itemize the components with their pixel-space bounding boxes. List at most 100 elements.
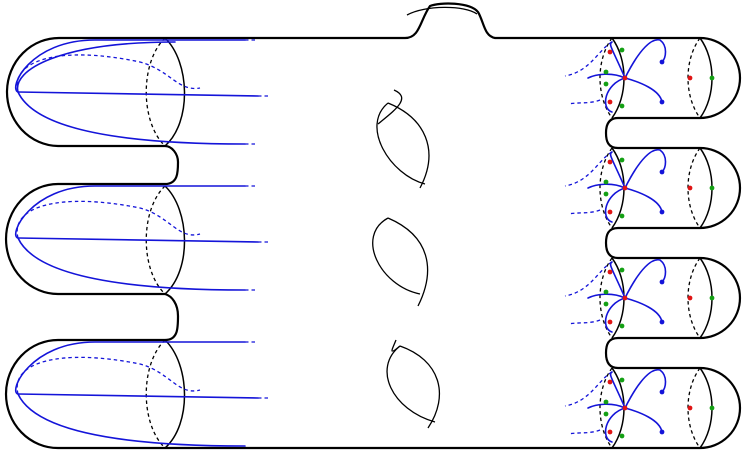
tube-marker: [659, 429, 665, 435]
tube-marker: [687, 405, 693, 411]
right-tube-2: [564, 147, 715, 229]
arm-seam-solid: [164, 339, 186, 449]
arm-curve-dashed: [245, 185, 268, 291]
arm-curve: [17, 393, 246, 447]
tube-marker: [659, 169, 665, 175]
arm-curve-dashed: [16, 200, 201, 239]
tube-curve-dashed: [564, 41, 613, 77]
arm-curve: [14, 39, 246, 93]
tube-curve-dashed: [564, 371, 613, 407]
handle-3: [386, 339, 441, 429]
tube-marker: [709, 295, 715, 301]
handle-arc: [372, 217, 421, 295]
tube-curve-dashed: [564, 261, 613, 297]
tube-marker: [619, 47, 625, 53]
tube-curve: [587, 73, 626, 79]
tube-curve: [624, 407, 663, 433]
tube-curve-dashed: [567, 99, 601, 105]
tube-marker: [659, 209, 665, 215]
right-tube-1: [564, 37, 715, 119]
right-tubes: [564, 37, 715, 449]
tube-marker: [687, 75, 693, 81]
tube-marker: [603, 179, 609, 185]
arm-curve: [14, 341, 246, 395]
tube-curve: [624, 259, 667, 299]
handle-1: [376, 89, 430, 189]
tube-marker: [607, 49, 613, 55]
tube-curve-dashed: [567, 429, 601, 435]
tube-marker: [709, 185, 715, 191]
arm-curve-dashed: [245, 341, 268, 399]
tube-marker: [607, 429, 613, 435]
tube-marker: [607, 99, 613, 105]
tube-marker: [619, 157, 625, 163]
tube-marker: [659, 59, 665, 65]
left-arm-2: [14, 185, 268, 295]
tube-seam-dashed: [599, 367, 613, 449]
arm-curve: [17, 91, 259, 97]
handle-arc: [386, 345, 436, 423]
tube-marker: [607, 159, 613, 165]
arm-seam-dashed: [145, 37, 166, 147]
arm-curve-dashed: [16, 54, 201, 93]
tube-marker: [619, 103, 625, 109]
tube-marker: [687, 295, 693, 301]
handle-upper-arc: [377, 89, 403, 125]
tube-curve: [587, 293, 626, 299]
tube-marker: [622, 185, 628, 191]
tube-curve: [624, 39, 667, 79]
arm-seam-dashed: [145, 339, 166, 449]
tube-curve: [604, 77, 626, 113]
tube-marker: [659, 99, 665, 105]
tube-marker: [603, 301, 609, 307]
tube-marker: [603, 289, 609, 295]
tube-marker: [607, 269, 613, 275]
tube-curve: [624, 149, 667, 189]
tube-marker: [619, 267, 625, 273]
handle-arc: [376, 102, 426, 185]
arm-curve-dashed: [245, 39, 268, 145]
tube-curve: [587, 403, 626, 409]
tube-curve: [604, 187, 626, 223]
arm-curve: [17, 393, 259, 399]
handle-arc: [387, 217, 429, 307]
tube-seam-dashed: [599, 257, 613, 339]
tube-curve: [624, 77, 663, 103]
tube-marker: [607, 319, 613, 325]
tube-marker: [603, 399, 609, 405]
tube-seam-dashed: [599, 37, 613, 119]
tube-marker: [622, 295, 628, 301]
tube-marker: [603, 411, 609, 417]
tube-marker: [659, 319, 665, 325]
tube-curve-dashed: [567, 319, 601, 325]
surface-outline: [4, 2, 742, 450]
tube-curve: [604, 297, 626, 333]
tube-marker: [659, 279, 665, 285]
left-arm-3: [14, 339, 268, 449]
tube-curve: [604, 407, 626, 443]
tube-marker: [619, 433, 625, 439]
tube-marker: [603, 81, 609, 87]
tube-marker: [619, 213, 625, 219]
tube-curve-dashed: [567, 209, 601, 215]
arm-curve: [17, 237, 259, 243]
tube-marker: [622, 405, 628, 411]
tube-marker: [607, 379, 613, 385]
tube-marker: [709, 405, 715, 411]
tube-curve-dashed: [564, 151, 613, 187]
arm-curve: [17, 91, 246, 145]
tube-marker: [709, 75, 715, 81]
tube-marker: [687, 185, 693, 191]
left-arm-1: [14, 37, 268, 147]
top-bump-lip: [406, 6, 478, 16]
handle-2: [372, 217, 429, 307]
tube-curve: [587, 183, 626, 189]
tube-marker: [603, 191, 609, 197]
tube-marker: [603, 69, 609, 75]
right-tube-4: [564, 367, 715, 449]
arm-curve: [14, 185, 246, 239]
arm-curve-dashed: [16, 356, 201, 395]
tube-marker: [622, 75, 628, 81]
tube-seam-dashed: [599, 147, 613, 229]
